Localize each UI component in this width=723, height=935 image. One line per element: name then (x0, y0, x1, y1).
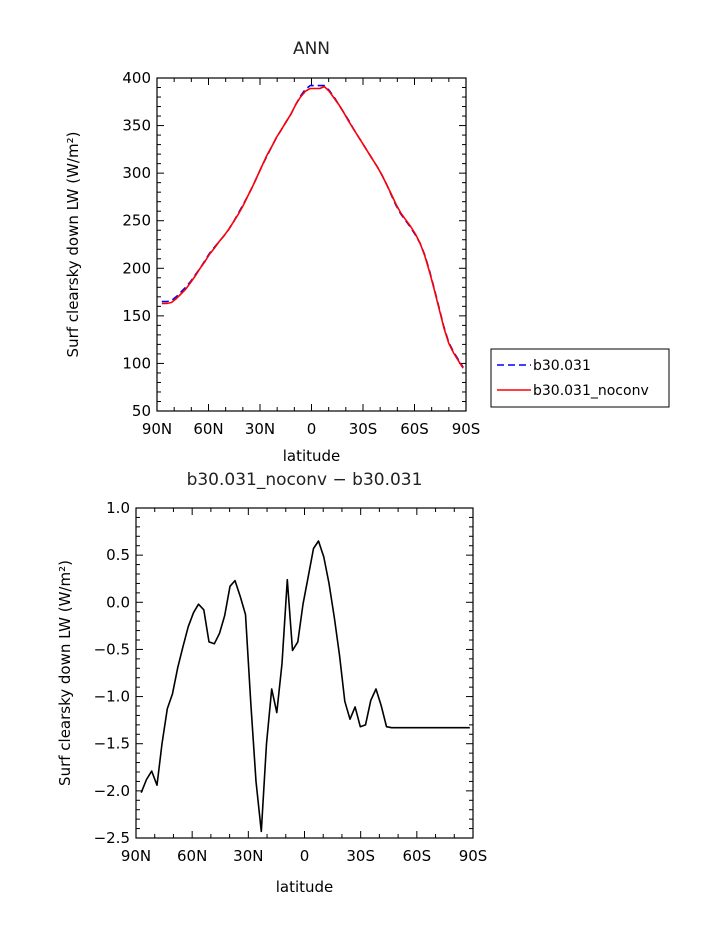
y-tick-label: 0.0 (106, 593, 130, 611)
series-line-1 (161, 85, 464, 369)
x-tick-label: 90N (142, 420, 172, 438)
x-tick-label: 30N (245, 420, 275, 438)
series-line-0 (161, 84, 464, 368)
x-tick-label: 90N (121, 847, 151, 865)
y-tick-label: 300 (122, 164, 151, 182)
x-tick-label: 60S (403, 847, 432, 865)
y-tick-label: 1.0 (106, 499, 130, 517)
x-tick-label: 60N (193, 420, 223, 438)
x-tick-label: 60N (177, 847, 207, 865)
legend-box (490, 348, 670, 408)
x-tick-label: 30S (346, 847, 375, 865)
x-tick-label: 30N (233, 847, 263, 865)
y-tick-label: −2.0 (94, 782, 130, 800)
series-line-0 (140, 540, 470, 833)
legend-label: b30.031 (533, 358, 591, 374)
y-axis-label: Surf clearsky down LW (W/m²) (56, 560, 74, 786)
plot-frame (156, 77, 467, 412)
plot-frame (135, 507, 474, 839)
legend-label: b30.031_noconv (533, 383, 649, 399)
chart-title: b30.031_noconv − b30.031 (187, 470, 423, 490)
y-tick-label: 250 (122, 212, 151, 230)
x-tick-label: 0 (300, 847, 310, 865)
y-tick-label: −1.0 (94, 688, 130, 706)
x-tick-label: 60S (400, 420, 429, 438)
y-tick-label: 350 (122, 117, 151, 135)
x-tick-label: 30S (349, 420, 378, 438)
x-axis-label: latitude (283, 447, 341, 465)
y-tick-label: −0.5 (94, 640, 130, 658)
y-tick-label: 100 (122, 354, 151, 372)
x-tick-label: 0 (307, 420, 317, 438)
y-tick-label: 50 (132, 402, 151, 420)
y-tick-label: −2.5 (94, 829, 130, 847)
y-tick-label: 150 (122, 307, 151, 325)
y-axis-label: Surf clearsky down LW (W/m²) (64, 132, 82, 358)
x-tick-label: 90S (452, 420, 481, 438)
x-tick-label: 90S (459, 847, 488, 865)
x-axis-label: latitude (276, 878, 334, 896)
y-tick-label: 400 (122, 69, 151, 87)
y-tick-label: −1.5 (94, 735, 130, 753)
y-tick-label: 200 (122, 259, 151, 277)
y-tick-label: 0.5 (106, 546, 130, 564)
chart-title: ANN (293, 39, 330, 59)
